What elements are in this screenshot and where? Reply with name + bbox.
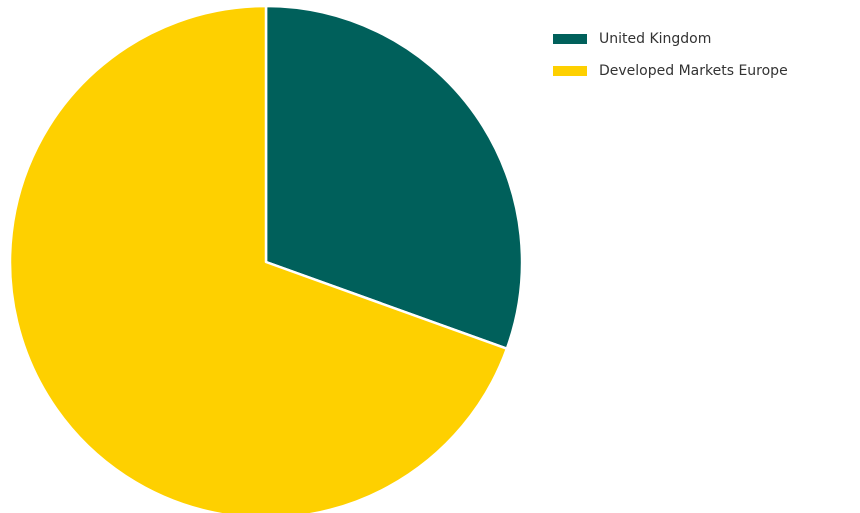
legend-item-1: Developed Markets Europe <box>553 63 788 79</box>
chart-legend: United Kingdom Developed Markets Europe <box>553 31 788 95</box>
pie-slices <box>8 4 524 513</box>
legend-swatch-0 <box>553 34 587 44</box>
pie-slice-0 <box>264 4 524 350</box>
legend-label-1: Developed Markets Europe <box>599 63 788 79</box>
legend-label-0: United Kingdom <box>599 31 712 47</box>
pie-slice-1 <box>8 4 509 513</box>
legend-item-0: United Kingdom <box>553 31 788 47</box>
legend-swatch-1 <box>553 66 587 76</box>
